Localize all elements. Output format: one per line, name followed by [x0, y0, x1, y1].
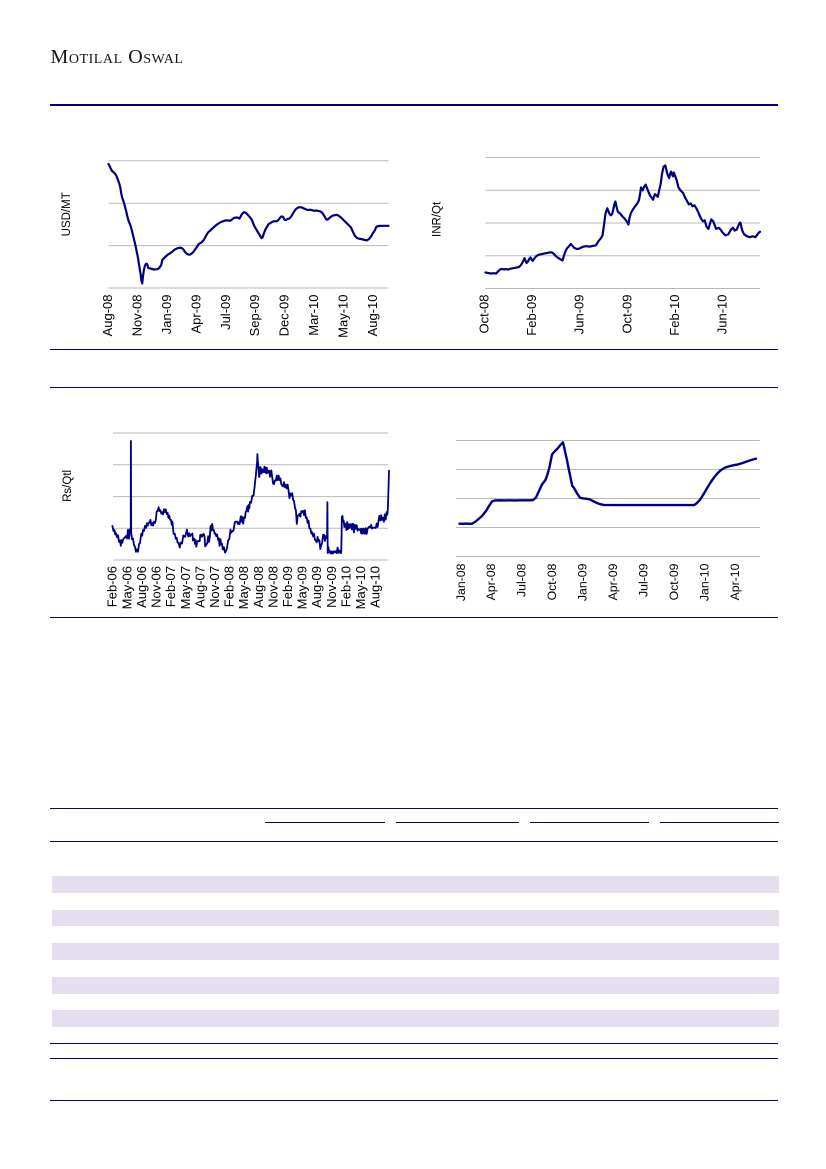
svg-text:Jan-08: Jan-08 — [454, 563, 468, 601]
svg-text:Feb-10: Feb-10 — [667, 295, 682, 336]
svg-text:Feb-10: Feb-10 — [339, 566, 354, 607]
svg-text:Nov-07: Nov-07 — [207, 566, 222, 608]
svg-text:Aug-07: Aug-07 — [192, 566, 207, 608]
svg-text:Jan-09: Jan-09 — [576, 563, 590, 601]
svg-text:Feb-09: Feb-09 — [524, 295, 539, 336]
svg-text:Oct-08: Oct-08 — [477, 295, 492, 334]
svg-text:May-10: May-10 — [336, 295, 351, 338]
svg-text:Oct-09: Oct-09 — [667, 563, 681, 600]
svg-text:Jan-09: Jan-09 — [159, 295, 174, 335]
svg-text:Jun-10: Jun-10 — [715, 295, 730, 335]
svg-text:Aug-08: Aug-08 — [251, 566, 266, 608]
svg-text:Jun-09: Jun-09 — [572, 295, 587, 335]
svg-text:Nov-08: Nov-08 — [129, 295, 144, 337]
svg-text:Jan-10: Jan-10 — [697, 563, 711, 601]
svg-text:INR/Qt: INR/Qt — [431, 201, 443, 237]
svg-text:Feb-07: Feb-07 — [163, 566, 178, 607]
svg-text:Feb-08: Feb-08 — [222, 566, 237, 607]
svg-text:Oct-09: Oct-09 — [619, 295, 634, 334]
svg-text:Aug-08: Aug-08 — [100, 295, 115, 337]
svg-text:Aug-09: Aug-09 — [309, 566, 324, 608]
svg-text:Aug-10: Aug-10 — [368, 566, 383, 608]
svg-text:Oct-08: Oct-08 — [545, 563, 559, 600]
svg-text:Nov-06: Nov-06 — [149, 566, 164, 608]
svg-text:Feb-09: Feb-09 — [280, 566, 295, 607]
svg-text:Dec-09: Dec-09 — [277, 295, 292, 337]
svg-text:May-10: May-10 — [353, 566, 368, 609]
svg-text:Aug-06: Aug-06 — [134, 566, 149, 608]
svg-text:Aug-10: Aug-10 — [365, 295, 380, 337]
svg-text:Jul-09: Jul-09 — [218, 295, 233, 330]
svg-text:May-06: May-06 — [119, 566, 134, 609]
svg-text:Nov-08: Nov-08 — [265, 566, 280, 608]
svg-text:Nov-09: Nov-09 — [324, 566, 339, 608]
svg-text:Apr-08: Apr-08 — [484, 563, 498, 600]
svg-text:May-07: May-07 — [178, 566, 193, 609]
svg-text:Jul-09: Jul-09 — [637, 563, 651, 597]
svg-text:Feb-06: Feb-06 — [105, 566, 120, 607]
svg-text:Rs/Qtl: Rs/Qtl — [62, 470, 74, 502]
svg-text:Jul-08: Jul-08 — [515, 563, 529, 597]
svg-text:Apr-10: Apr-10 — [728, 563, 742, 600]
svg-text:Apr-09: Apr-09 — [606, 563, 620, 600]
svg-text:USD/MT: USD/MT — [61, 192, 73, 236]
svg-text:May-08: May-08 — [236, 566, 251, 609]
svg-text:Sep-09: Sep-09 — [247, 295, 262, 337]
svg-text:Apr-09: Apr-09 — [188, 295, 203, 334]
svg-text:Mar-10: Mar-10 — [306, 295, 321, 336]
svg-text:May-09: May-09 — [295, 566, 310, 609]
